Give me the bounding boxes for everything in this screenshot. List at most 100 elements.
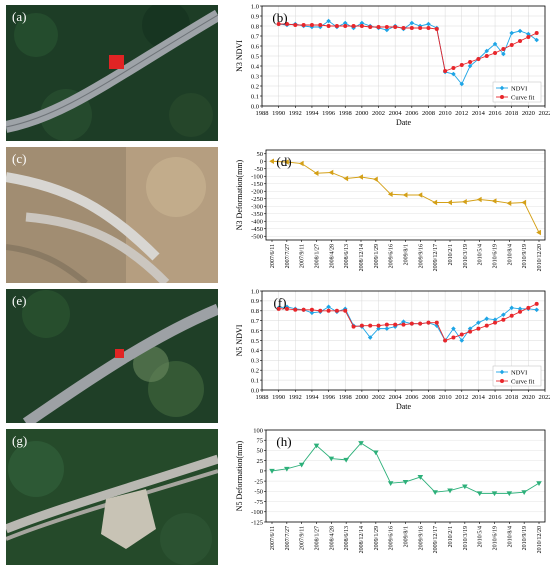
x-tick-label: 1988 (256, 394, 269, 401)
data-point (462, 484, 468, 490)
x-tick-label: 2010/8/4 (507, 244, 513, 265)
data-point (373, 450, 379, 456)
x-tick-label: 1994 (305, 394, 319, 401)
x-tick-label: 2012 (455, 394, 468, 401)
data-point (409, 321, 414, 326)
x-tick-label: 2004 (389, 110, 403, 117)
y-tick-label: 0.1 (251, 93, 259, 100)
x-tick-label: 2007/9/11 (300, 526, 306, 550)
x-tick-label: 2014 (472, 110, 486, 117)
x-tick-label: 2000 (355, 394, 368, 401)
x-tick-label: 2010/3/19 (463, 526, 469, 550)
y-tick-label: -100 (251, 509, 263, 516)
data-point (417, 475, 424, 480)
y-tick-label: 50 (257, 151, 264, 158)
data-point (484, 54, 489, 58)
panel-label: (h) (276, 434, 291, 449)
data-point (313, 443, 320, 449)
data-point (269, 158, 274, 165)
data-point (459, 81, 465, 87)
series-line (278, 306, 537, 342)
x-tick-label: 2007/6/11 (270, 526, 276, 550)
data-point (384, 27, 390, 33)
data-point (301, 23, 306, 27)
x-tick-label: 2002 (372, 110, 385, 117)
data-point (426, 26, 431, 30)
y-tick-label: -500 (251, 234, 263, 241)
x-tick-label: 2008/12/14 (359, 526, 365, 553)
photo-label: (a) (12, 9, 27, 24)
data-point (506, 491, 513, 497)
data-point (326, 18, 331, 24)
data-point (447, 199, 452, 206)
legend-label: NDVI (511, 369, 527, 376)
data-point (334, 308, 339, 313)
data-point (536, 481, 542, 486)
data-point (534, 31, 539, 35)
y-tick-label: 0.0 (251, 387, 259, 394)
data-point (401, 322, 406, 327)
data-point (309, 307, 314, 312)
data-point (342, 20, 348, 26)
x-tick-label: 2018 (505, 110, 518, 117)
data-point (376, 323, 381, 328)
x-tick-label: 2016 (489, 394, 503, 401)
data-point (462, 198, 467, 205)
x-tick-label: 2020 (522, 110, 535, 117)
y-tick-label: 0.4 (251, 348, 260, 355)
plot-frame (265, 429, 546, 523)
y-tick-label: -450 (251, 226, 263, 233)
data-point (500, 95, 504, 99)
x-tick-label: 2010/12/20 (537, 526, 543, 553)
x-tick-label: 2008 (422, 110, 435, 117)
x-tick-label: 2010/12/20 (537, 244, 543, 271)
x-tick-label: 2014 (472, 394, 486, 401)
x-tick-label: 2010 (439, 110, 452, 117)
data-point (509, 30, 515, 36)
y-tick-label: 0.5 (251, 338, 259, 345)
x-tick-label: 2004 (389, 394, 403, 401)
y-tick-label: 0.6 (251, 43, 260, 50)
data-point (447, 488, 453, 494)
data-point (499, 85, 505, 91)
data-point (434, 27, 439, 31)
x-tick-label: 1996 (322, 394, 336, 401)
data-point (509, 305, 515, 311)
x-tick-label: 2016 (489, 110, 503, 117)
y-tick-label: 0.6 (251, 328, 260, 335)
data-point (359, 24, 364, 28)
data-point (476, 326, 481, 331)
data-point (500, 379, 504, 383)
data-point (443, 338, 448, 343)
data-point (491, 198, 497, 204)
x-tick-label: 1990 (272, 394, 285, 401)
data-point (493, 320, 498, 325)
photo-g: (g) (6, 429, 218, 565)
data-point (459, 338, 465, 343)
data-point (298, 160, 304, 167)
x-tick-label: 2008/1/27 (315, 526, 321, 550)
data-point (318, 308, 323, 313)
data-point (343, 175, 349, 182)
data-point (501, 51, 506, 57)
series-line (278, 20, 537, 85)
y-tick-label: 0.1 (251, 377, 259, 384)
y-tick-label: 1.0 (251, 288, 259, 295)
y-tick-label: -50 (254, 166, 263, 173)
data-point (434, 320, 439, 325)
x-tick-label: 2010/6/19 (493, 526, 499, 550)
data-point (476, 491, 483, 497)
x-tick-label: 1994 (305, 110, 319, 117)
data-point (359, 20, 365, 26)
y-tick-label: 25 (257, 458, 264, 465)
y-axis-title: N3 Deformation(mm) (235, 159, 244, 230)
data-point (526, 31, 531, 37)
data-point (328, 169, 334, 176)
data-point (468, 329, 473, 334)
data-point (326, 308, 331, 313)
data-point (484, 48, 490, 54)
data-point (402, 479, 409, 485)
x-tick-label: 2007/7/27 (285, 244, 291, 268)
data-point (534, 37, 539, 43)
y-tick-label: 0.8 (251, 308, 259, 315)
